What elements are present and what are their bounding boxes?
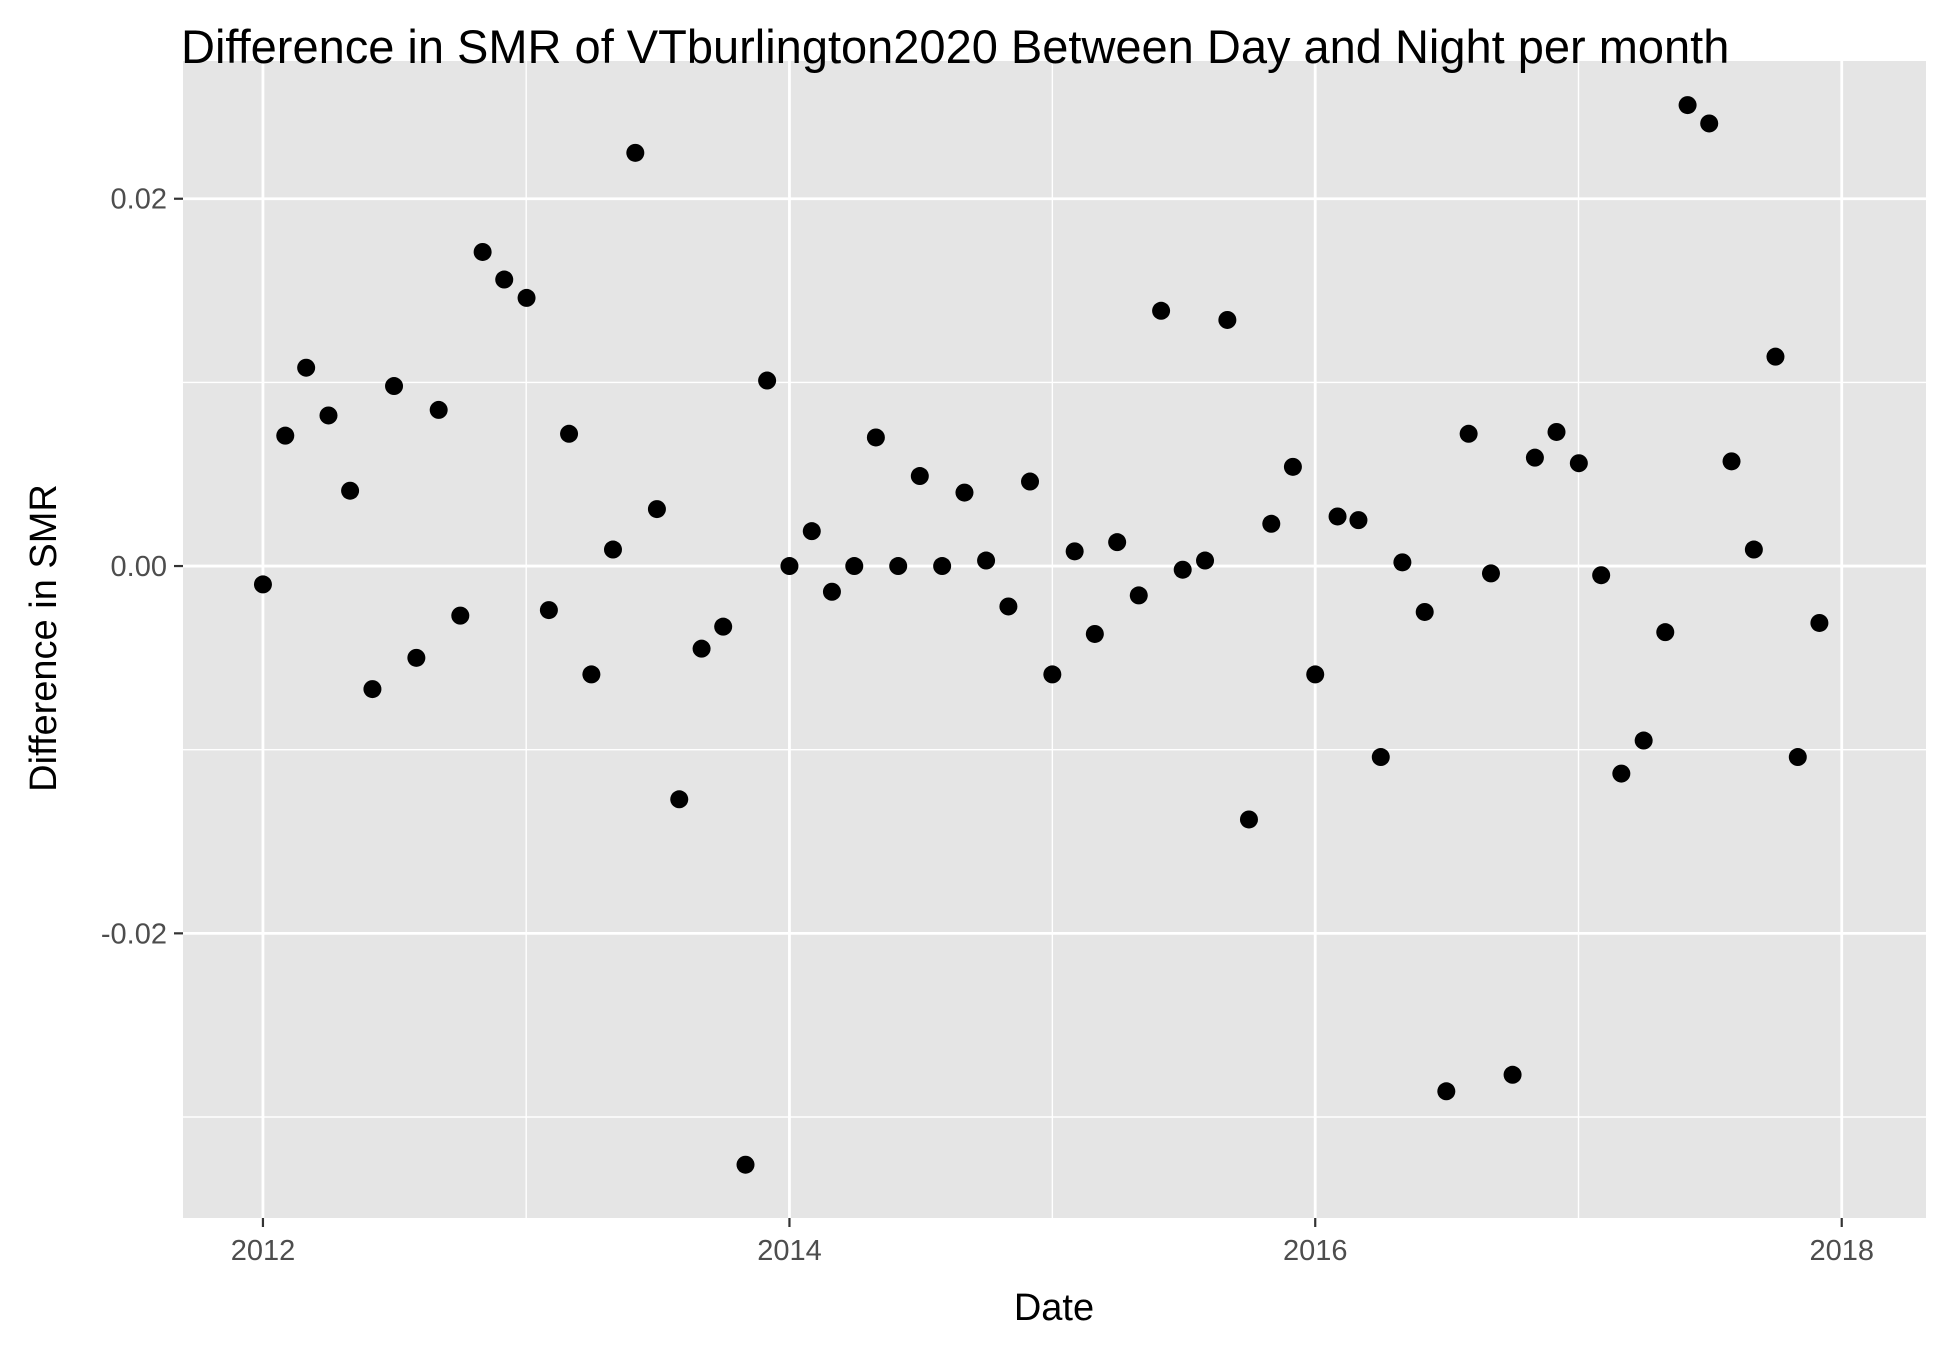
data-point (1459, 424, 1478, 443)
data-point (736, 1155, 755, 1174)
data-point (1129, 586, 1148, 605)
data-point (1393, 553, 1412, 572)
data-point (319, 406, 338, 425)
data-point (1592, 566, 1611, 585)
data-point (1525, 448, 1544, 467)
data-point (670, 790, 689, 809)
data-point (253, 575, 272, 594)
data-point (1085, 624, 1104, 643)
data-point (429, 400, 448, 419)
data-point (1744, 540, 1763, 559)
data-point (1108, 533, 1127, 552)
data-point (560, 424, 579, 443)
data-point (539, 601, 558, 620)
data-point (822, 582, 841, 601)
data-point (1239, 810, 1258, 829)
data-point (407, 648, 426, 667)
data-point (1371, 748, 1390, 767)
x-tick-label: 2016 (1283, 1235, 1348, 1267)
data-point (1722, 452, 1741, 471)
data-point (451, 606, 470, 625)
data-point (1283, 457, 1302, 476)
x-axis-title: Date (1014, 1287, 1094, 1329)
data-point (473, 242, 492, 261)
x-tick-label: 2012 (231, 1235, 296, 1267)
data-point (999, 597, 1018, 616)
data-point (977, 551, 996, 570)
data-point (933, 557, 952, 576)
data-point (385, 377, 404, 396)
data-point (845, 557, 864, 576)
y-tick-label: -0.02 (101, 918, 167, 950)
major-gridlines (183, 61, 1926, 1218)
data-points (253, 96, 1829, 1174)
y-tick-label: 0.02 (111, 184, 167, 216)
data-point (1810, 613, 1829, 632)
data-point (1349, 511, 1368, 530)
data-point (866, 428, 885, 447)
data-point (1152, 301, 1171, 320)
data-point (1415, 602, 1434, 621)
data-point (1612, 764, 1631, 783)
data-point (1173, 560, 1192, 579)
data-point (910, 467, 929, 486)
data-point (647, 500, 666, 519)
data-point (692, 639, 711, 658)
data-point (1656, 623, 1675, 642)
data-point (1569, 454, 1588, 473)
y-axis-title: Difference in SMR (23, 484, 65, 792)
data-point (1306, 665, 1325, 684)
data-point (1700, 114, 1719, 133)
data-point (714, 617, 733, 636)
x-tick-label: 2014 (757, 1235, 822, 1267)
data-point (889, 557, 908, 576)
data-point (1788, 748, 1807, 767)
data-point (1481, 564, 1500, 583)
data-point (341, 481, 360, 500)
data-point (517, 288, 536, 307)
y-tick-label: 0.00 (111, 551, 167, 583)
data-point (297, 358, 316, 377)
chart-title: Difference in SMR of VTburlington2020 Be… (181, 20, 1729, 73)
data-point (1547, 422, 1566, 441)
data-point (626, 143, 645, 162)
x-axis: 2012 2014 2016 2018 (231, 1218, 1874, 1267)
plot-panel (183, 61, 1926, 1218)
data-point (802, 522, 821, 541)
data-point (1262, 514, 1281, 533)
data-point (1766, 347, 1785, 366)
data-point (495, 270, 514, 289)
data-point (582, 665, 601, 684)
data-point (1328, 507, 1347, 526)
x-tick-label: 2018 (1809, 1235, 1874, 1267)
y-axis: -0.02 0.00 0.02 (101, 184, 183, 950)
data-point (1021, 472, 1040, 491)
data-point (1437, 1082, 1456, 1101)
data-point (1043, 665, 1062, 684)
data-point (1503, 1065, 1522, 1084)
data-point (1218, 310, 1237, 329)
minor-gridlines (183, 61, 1926, 1218)
data-point (276, 426, 295, 445)
data-point (758, 371, 777, 390)
data-point (363, 680, 382, 699)
data-point (1634, 731, 1653, 750)
data-point (603, 540, 622, 559)
data-point (780, 557, 799, 576)
data-point (955, 483, 974, 502)
data-point (1678, 96, 1697, 115)
data-point (1065, 542, 1084, 561)
data-point (1196, 551, 1215, 570)
